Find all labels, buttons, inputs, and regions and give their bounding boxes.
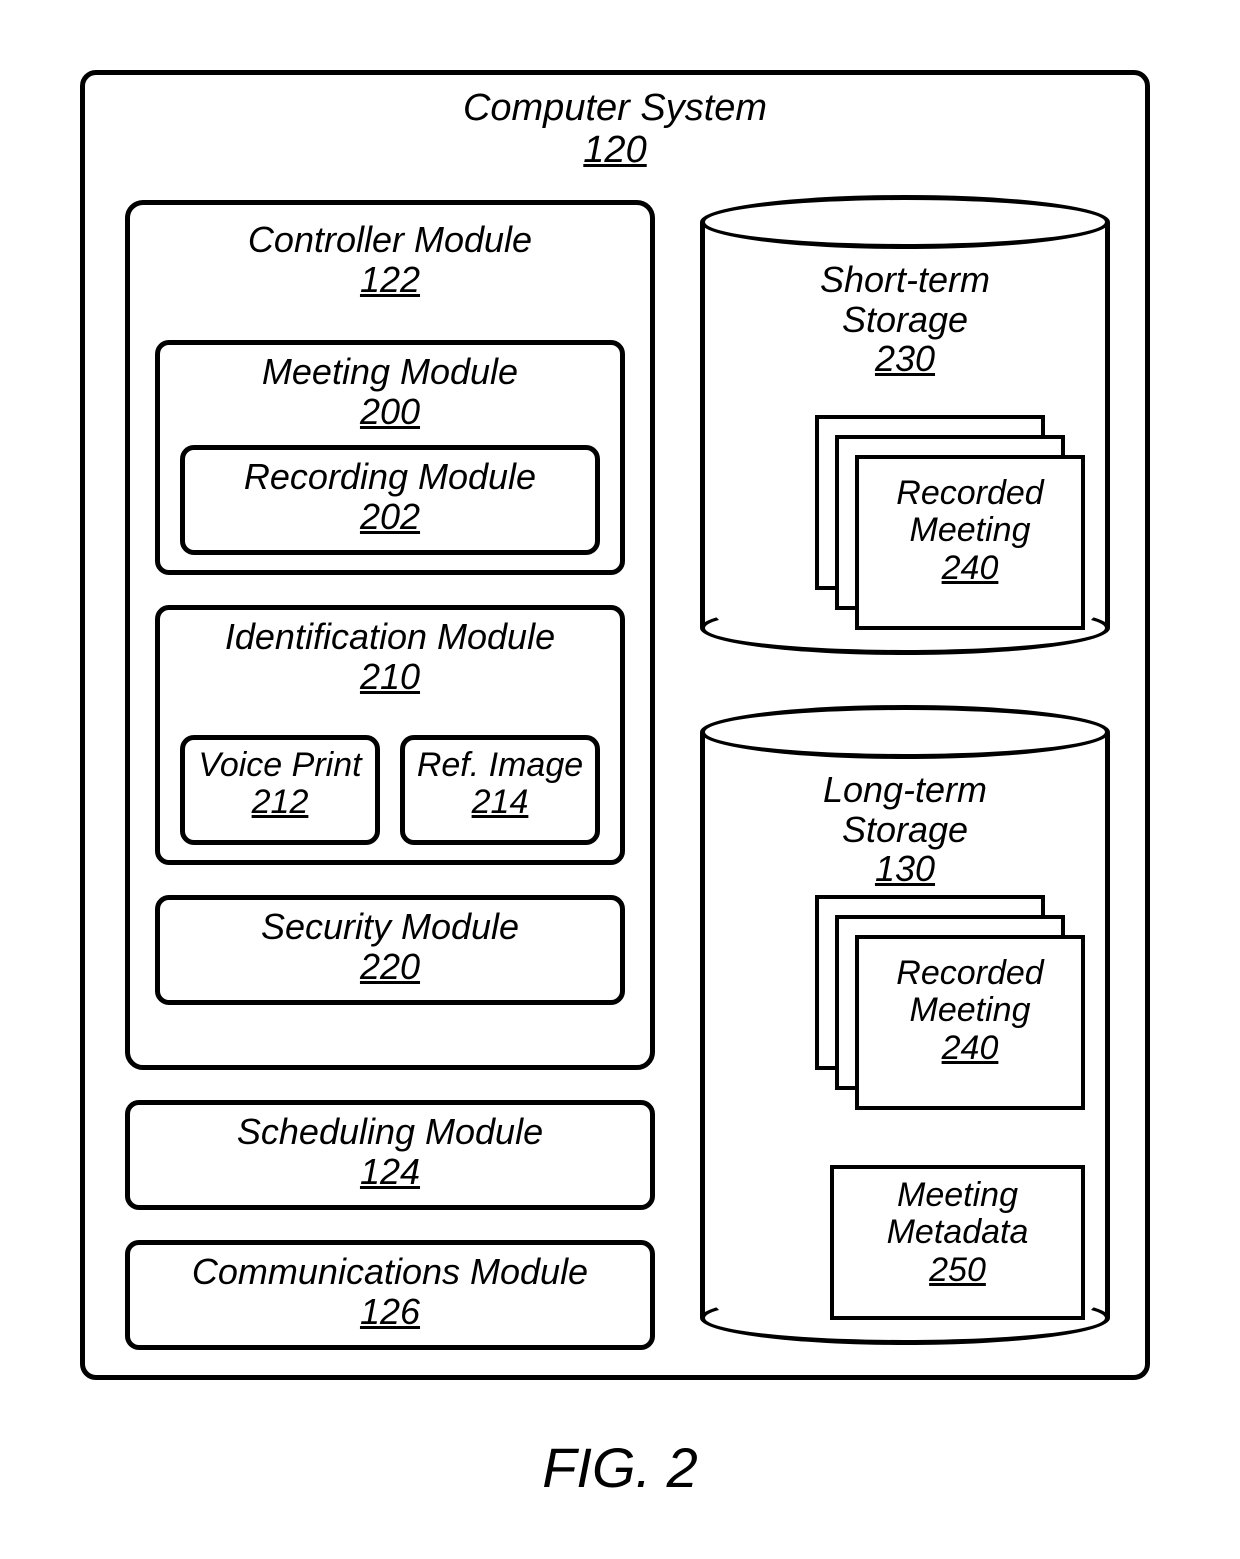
communications-module-ref: 126 bbox=[360, 1291, 420, 1332]
controller-module-title-text: Controller Module bbox=[248, 219, 532, 260]
meeting-metadata-title-text: MeetingMetadata bbox=[887, 1176, 1029, 1251]
meeting-metadata-ref: 250 bbox=[929, 1251, 986, 1289]
controller-module-title: Controller Module 122 bbox=[125, 220, 655, 299]
recorded-meeting-short-title: RecordedMeeting 240 bbox=[855, 475, 1085, 587]
short-term-storage-top bbox=[700, 195, 1110, 249]
long-term-storage-top bbox=[700, 705, 1110, 759]
long-term-storage-ref: 130 bbox=[875, 848, 935, 889]
recording-module-title-text: Recording Module bbox=[244, 456, 536, 497]
meeting-module-ref: 200 bbox=[360, 391, 420, 432]
short-term-storage-ref: 230 bbox=[875, 338, 935, 379]
ref-image-ref: 214 bbox=[472, 783, 529, 821]
identification-module-title-text: Identification Module bbox=[225, 616, 555, 657]
ref-image-title-text: Ref. Image bbox=[417, 746, 583, 784]
recorded-meeting-long-ref: 240 bbox=[942, 1029, 999, 1067]
voice-print-ref: 212 bbox=[252, 783, 309, 821]
computer-system-title: Computer System 120 bbox=[80, 88, 1150, 172]
security-module-title-text: Security Module bbox=[261, 906, 519, 947]
scheduling-module-title: Scheduling Module 124 bbox=[125, 1112, 655, 1191]
meeting-module-title: Meeting Module 200 bbox=[155, 352, 625, 431]
identification-module-title: Identification Module 210 bbox=[155, 617, 625, 696]
communications-module-title-text: Communications Module bbox=[192, 1251, 588, 1292]
communications-module-title: Communications Module 126 bbox=[125, 1252, 655, 1331]
short-term-storage-title: Short-termStorage 230 bbox=[700, 260, 1110, 379]
short-term-storage-title-text: Short-termStorage bbox=[820, 259, 990, 340]
security-module-title: Security Module 220 bbox=[155, 907, 625, 986]
computer-system-ref: 120 bbox=[583, 129, 646, 171]
recorded-meeting-short-ref: 240 bbox=[942, 549, 999, 587]
scheduling-module-title-text: Scheduling Module bbox=[237, 1111, 543, 1152]
voice-print-title: Voice Print 212 bbox=[180, 747, 380, 822]
recorded-meeting-long-title: RecordedMeeting 240 bbox=[855, 955, 1085, 1067]
long-term-storage-title-text: Long-termStorage bbox=[823, 769, 987, 850]
ref-image-title: Ref. Image 214 bbox=[400, 747, 600, 822]
controller-module-ref: 122 bbox=[360, 259, 420, 300]
security-module-ref: 220 bbox=[360, 946, 420, 987]
recorded-meeting-long-title-text: RecordedMeeting bbox=[896, 954, 1043, 1029]
computer-system-title-text: Computer System bbox=[463, 87, 767, 129]
recording-module-title: Recording Module 202 bbox=[180, 457, 600, 536]
identification-module-ref: 210 bbox=[360, 656, 420, 697]
scheduling-module-ref: 124 bbox=[360, 1151, 420, 1192]
voice-print-title-text: Voice Print bbox=[198, 746, 361, 784]
figure-caption: FIG. 2 bbox=[0, 1435, 1240, 1500]
recording-module-ref: 202 bbox=[360, 496, 420, 537]
recorded-meeting-short-title-text: RecordedMeeting bbox=[896, 474, 1043, 549]
meeting-metadata-title: MeetingMetadata 250 bbox=[830, 1177, 1085, 1289]
long-term-storage-title: Long-termStorage 130 bbox=[700, 770, 1110, 889]
meeting-module-title-text: Meeting Module bbox=[262, 351, 518, 392]
